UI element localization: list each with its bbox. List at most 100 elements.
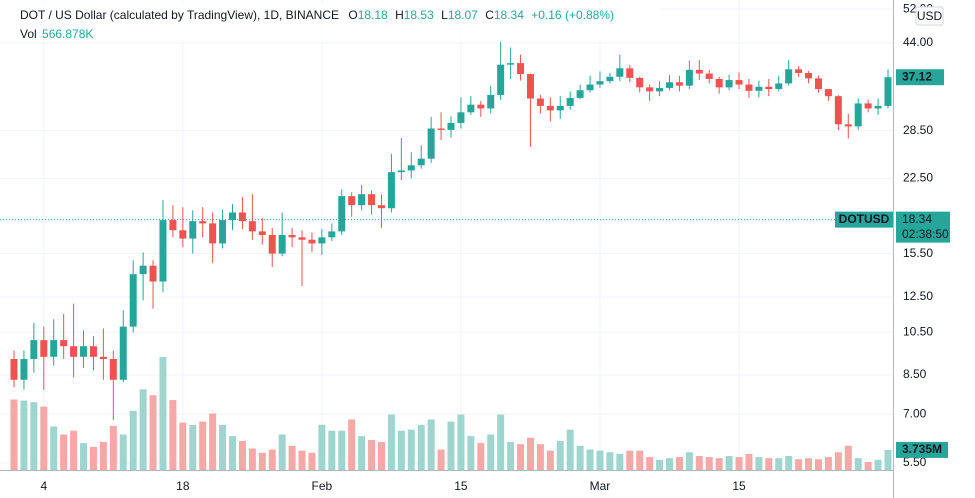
y-tick-label: 10.50 (903, 324, 933, 338)
candle-body (179, 230, 187, 239)
candle-body (70, 346, 78, 357)
volume-bar (328, 430, 336, 470)
volume-bar (129, 410, 137, 470)
candle-body (725, 80, 733, 88)
ohlc-value: 18.53 (404, 8, 434, 22)
candles (0, 40, 893, 421)
candle-body (149, 265, 157, 282)
volume-bar (447, 421, 455, 470)
volume-bar (80, 443, 88, 470)
candle-body (199, 221, 207, 224)
candle-body (288, 234, 296, 238)
change: +0.16 (531, 8, 562, 22)
ohlc-value: 18.34 (494, 8, 524, 22)
volume-bar (30, 402, 38, 470)
volume-bar (874, 459, 882, 470)
volume-bar (824, 457, 832, 470)
volume-bar (348, 419, 356, 470)
candle-body (457, 112, 465, 123)
candle-body (507, 63, 515, 65)
candle-body (854, 103, 862, 127)
legend-title: DOT / US Dollar (calculated by TradingVi… (20, 8, 339, 22)
candle-body (427, 128, 435, 159)
candle-body (556, 105, 564, 111)
candle-body (258, 231, 266, 235)
candle-body (139, 265, 147, 275)
volume-bar (457, 414, 465, 470)
volume-bar (536, 444, 544, 470)
volume-bar (695, 456, 703, 470)
volume-bar (139, 389, 147, 470)
volume-bar (417, 424, 425, 470)
candle-body (159, 220, 167, 282)
candle-body (824, 89, 832, 97)
volume-bar (189, 424, 197, 470)
volume-legend: Vol 566.878K (20, 27, 93, 41)
candle-body (536, 98, 544, 106)
candle-body (437, 128, 445, 130)
candle-body (129, 274, 137, 327)
volume-bar (179, 422, 187, 470)
candle-body (745, 84, 753, 91)
y-tick-label: 7.00 (903, 406, 927, 420)
volume-bar (546, 450, 554, 470)
volume-bar (497, 414, 505, 470)
ohlc-value: 18.18 (358, 8, 388, 22)
volume-bar (288, 445, 296, 470)
x-tick-label: 18 (176, 479, 190, 493)
volume-bar (556, 440, 564, 470)
volume-bar (368, 439, 376, 470)
candle-body (626, 68, 634, 78)
volume-bar (318, 424, 326, 470)
volume-bar (407, 429, 415, 470)
candle-body (735, 80, 743, 85)
volume-bar (735, 457, 743, 470)
volume-bar (467, 436, 475, 470)
candle-body (318, 237, 326, 244)
currency-box[interactable] (915, 6, 944, 26)
volume-bar (209, 413, 217, 470)
y-tick-label: 8.50 (903, 367, 927, 381)
y-tick-label: 5.50 (903, 455, 927, 469)
candle-body (775, 83, 783, 90)
x-tick-label: 4 (40, 479, 47, 493)
volume-bar (834, 452, 842, 470)
currency[interactable]: USD (917, 9, 943, 23)
volume-bar (884, 449, 892, 470)
candle-body (705, 73, 713, 79)
candle-body (467, 104, 475, 113)
volume-bar (377, 442, 385, 470)
candle-body (20, 358, 28, 380)
volume-bar (666, 458, 673, 470)
ohlc-key: O (348, 8, 357, 22)
candle-body (884, 77, 892, 106)
candle-body (417, 158, 425, 166)
candle-body (278, 234, 286, 254)
volume-bar (814, 459, 822, 470)
candle-body (328, 231, 336, 238)
candle-body (755, 86, 763, 91)
candle-body (50, 340, 58, 357)
volume-bar (278, 434, 286, 470)
volume-bar (149, 395, 157, 470)
candle-body (407, 165, 415, 171)
candle-body (874, 105, 882, 109)
volume-bar (487, 434, 495, 470)
candle-body (656, 87, 664, 92)
change-percent: (+0.88%) (565, 8, 614, 22)
last-volume-box (896, 441, 948, 458)
volume-bar (636, 450, 644, 470)
candle-body (487, 94, 495, 109)
volume-bar (119, 434, 127, 470)
volume-bar (755, 457, 763, 470)
volume-bar (229, 436, 236, 470)
price-box (896, 211, 950, 243)
volume-bar (40, 406, 48, 470)
volume-bar (566, 429, 574, 470)
volume-bar (775, 458, 783, 470)
candle-body (834, 96, 842, 125)
volume-bar (477, 443, 485, 470)
volume-bar (844, 445, 852, 470)
legend: DOT / US Dollar (calculated by TradingVi… (20, 8, 614, 22)
